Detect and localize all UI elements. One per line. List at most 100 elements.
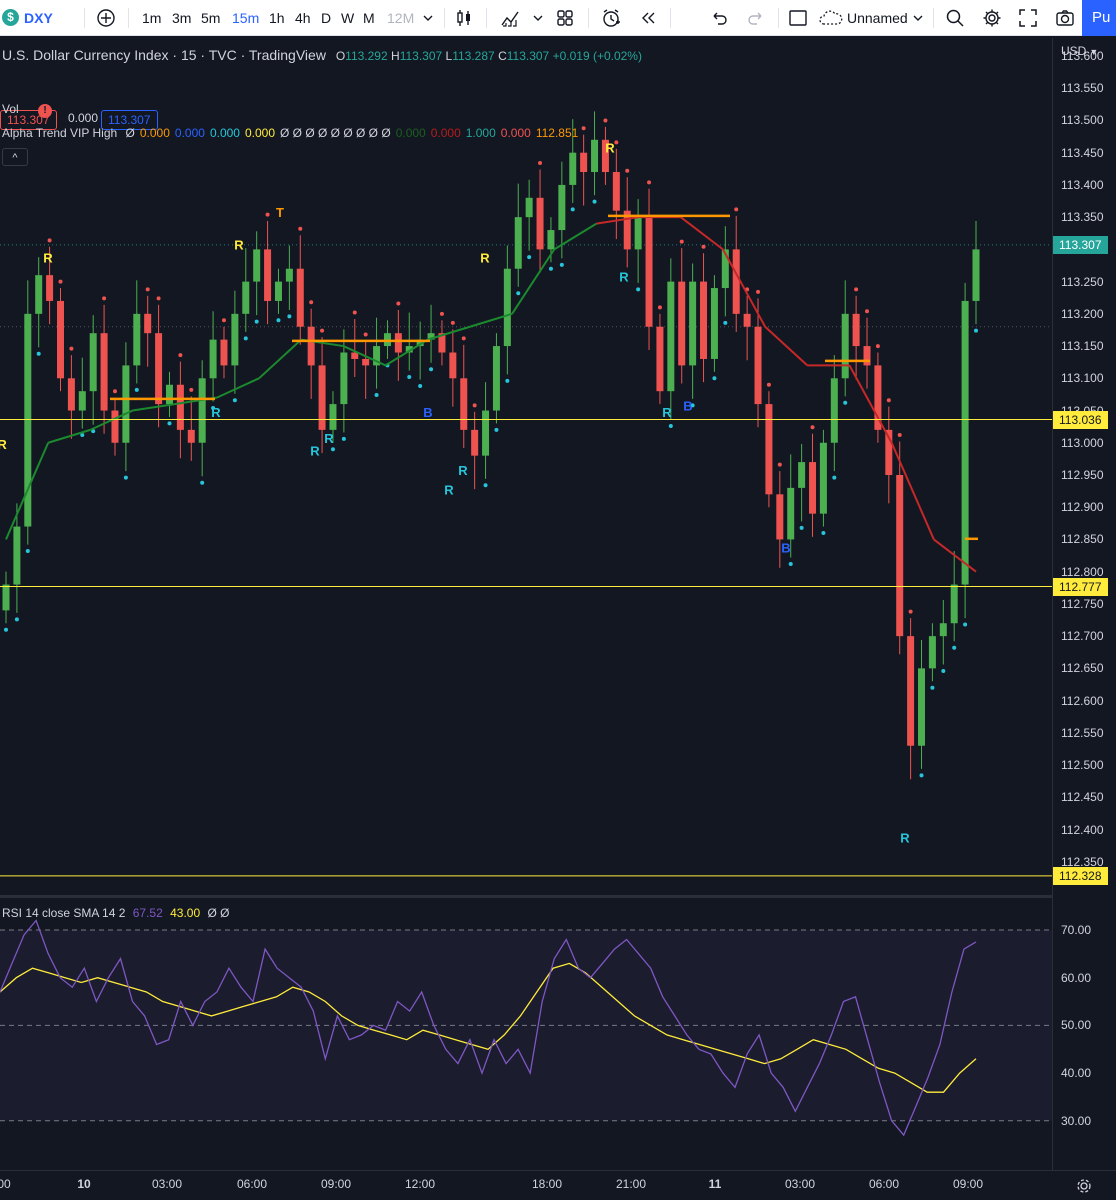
candle-body [580,152,588,173]
search-icon[interactable] [945,8,965,28]
chevron-down-icon[interactable] [528,8,548,28]
trend-line-segment [427,325,471,341]
signal-dot [472,403,477,408]
price-axis[interactable]: USD ▼ 113.600 113.550 113.500 113.450 113.400… [1052,38,1116,1170]
candle-body [383,333,391,347]
fullscreen-icon[interactable] [1018,8,1038,28]
collapse-legend-button[interactable]: ^ [2,148,28,166]
undo-icon[interactable] [709,8,729,28]
price-badge: 112.328 [1053,866,1108,885]
signal-dot [908,609,913,614]
sell-price-box[interactable]: 113.307 [0,110,57,130]
gear-icon[interactable] [982,8,1002,28]
indicator-value: Ø Ø Ø Ø Ø Ø Ø Ø Ø [280,126,391,140]
interval-12m[interactable]: 12M [387,10,415,26]
indicator-value: 0.000 [139,126,170,140]
candles-icon[interactable] [454,8,474,28]
rsi-tick: 30.00 [1061,1113,1092,1128]
candle-body [809,462,817,514]
signal-dot [668,424,673,429]
warning-icon[interactable]: ! [38,104,53,118]
signal-dot [200,480,205,485]
candle-body [144,313,152,334]
buy-price-box[interactable]: 113.307 [101,110,158,130]
alert-clock-icon[interactable] [601,8,621,28]
signal-dot [439,311,444,316]
signal-dot [777,462,782,467]
candle-body [830,378,838,443]
signal-dot [102,296,107,301]
candle-body [100,333,108,411]
candle-body [634,217,642,250]
candle-body [710,288,718,359]
interval-m[interactable]: M [363,10,375,26]
price-tick: 112.800 [1061,564,1104,579]
open-value: 113.292 [345,49,388,63]
candle-body [449,352,457,379]
layout-square-icon[interactable] [788,8,808,28]
publish-button[interactable]: Pu [1082,0,1116,36]
replay-icon[interactable] [638,8,658,28]
interval-4h[interactable]: 4h [295,10,311,26]
interval-d[interactable]: D [321,10,332,26]
cloud-icon[interactable] [818,8,844,28]
candle-body [700,281,708,359]
interval-w[interactable]: W [341,10,355,26]
rsi-tick: 60.00 [1061,970,1092,985]
indicator-value: 1.000 [465,126,496,140]
signal-label: R [310,444,320,459]
signal-dot [919,773,924,778]
signal-dot [538,161,543,166]
interval-3m[interactable]: 3m [172,10,192,26]
candle-body [460,378,468,430]
indicator-value: 0.000 [395,126,426,140]
signal-dot [821,531,826,536]
rsi-tick: 40.00 [1061,1066,1092,1081]
price-badge: 113.036 [1053,410,1108,429]
redo-icon[interactable] [746,8,766,28]
indicator-value: 0.000 [430,126,461,140]
chevron-down-icon[interactable] [908,8,928,28]
signal-dot [320,328,325,333]
signal-dot [156,296,161,301]
time-axis[interactable]: 00 10 03:00 06:00 09:00 12:00 18:00 21:00 11 03:0… [0,1170,1116,1200]
chevron-down-icon[interactable] [418,8,438,28]
layout-name-button[interactable]: Unnamed [847,10,908,26]
price-tick: 113.000 [1061,435,1104,450]
interval-15m[interactable]: 15m [232,10,260,26]
candle-body [67,378,75,411]
rsi-canvas[interactable] [0,898,1052,1170]
interval-1m[interactable]: 1m [142,10,162,26]
compare-add-icon[interactable] [96,8,116,28]
indicators-icon[interactable] [500,8,520,28]
symbol-logo-icon: $ [2,9,19,26]
settings-gear-icon[interactable] [1074,1176,1094,1196]
price-tick: 112.650 [1061,661,1104,676]
candle-body [155,333,163,405]
rsi-pane[interactable]: RSI 14 close SMA 14 2 67.52 43.00 Ø Ø [0,898,1052,1170]
signal-dot [657,305,662,310]
candle-body [765,404,773,495]
currency-selector[interactable]: USD ▼ [1061,44,1098,58]
price-tick: 113.350 [1061,210,1104,225]
signal-dot [91,429,96,434]
camera-icon[interactable] [1055,8,1075,28]
signal-label: R [619,270,629,285]
signal-dot [134,387,139,392]
price-badge: 113.307 [1053,235,1108,254]
signal-dot [941,668,946,673]
templates-icon[interactable] [555,8,575,28]
pane-separator[interactable] [0,895,1052,898]
price-tick: 112.350 [1061,854,1104,869]
signal-dot [636,287,641,292]
candle-body [787,487,795,540]
interval-1h[interactable]: 1h [269,10,285,26]
symbol-search-button[interactable]: DXY [24,10,53,26]
signal-dot [418,384,423,389]
signal-dot [494,427,499,432]
candle-body [176,384,184,430]
interval-5m[interactable]: 5m [201,10,221,26]
signal-dot [603,118,608,123]
